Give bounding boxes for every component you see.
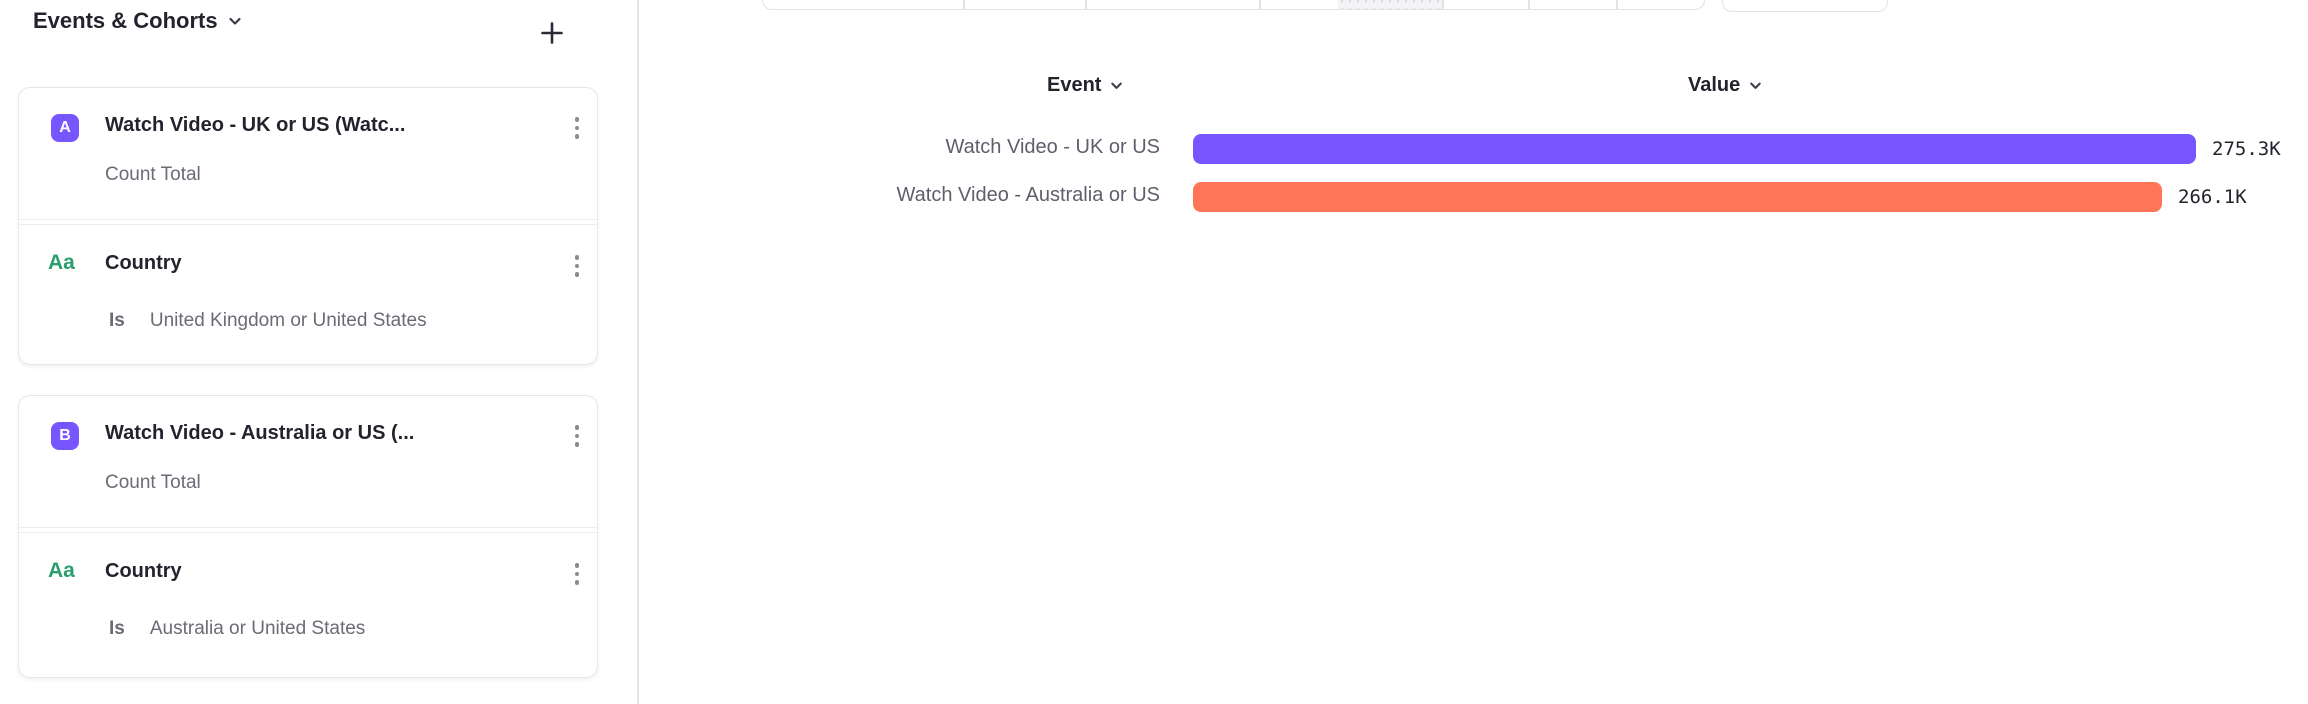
filter-property[interactable]: Country [105, 560, 182, 582]
string-property-icon: Aa [48, 559, 75, 582]
string-property-icon: Aa [48, 251, 75, 274]
filter-operator[interactable]: Is [109, 310, 125, 331]
event-column-header[interactable]: Event [1047, 74, 1124, 97]
filter-value[interactable]: United Kingdom or United States [149, 310, 427, 331]
filter-value[interactable]: Australia or United States [149, 618, 366, 639]
card-divider [19, 527, 597, 533]
event-card-b: B Watch Video - Australia or US (... Cou… [18, 395, 598, 678]
bar-value: 266.1K [2178, 186, 2247, 208]
event-metric[interactable]: Count Total [105, 164, 201, 185]
bar-row-label: Watch Video - Australia or US [896, 184, 1160, 206]
chevron-down-icon [227, 13, 243, 29]
bar-row: 266.1K [1193, 182, 2247, 212]
card-divider [19, 219, 597, 225]
event-badge-a: A [51, 114, 79, 142]
plus-icon [541, 22, 563, 44]
panel-divider [637, 0, 639, 704]
event-title[interactable]: Watch Video - UK or US (Watc... [105, 114, 406, 136]
events-cohorts-dropdown[interactable]: Events & Cohorts [33, 8, 243, 34]
bar-row-label: Watch Video - UK or US [945, 136, 1160, 158]
chevron-down-icon [1748, 78, 1763, 93]
bar-value: 275.3K [2212, 138, 2281, 160]
value-column-header[interactable]: Value [1688, 74, 1763, 97]
filter-condition: Is Australia or United States [109, 618, 365, 640]
event-card-a: A Watch Video - UK or US (Watc... Count … [18, 87, 598, 365]
event-title[interactable]: Watch Video - Australia or US (... [105, 422, 415, 444]
filter-condition: Is United Kingdom or United States [109, 310, 427, 332]
toolbar-side-button[interactable] [1722, 0, 1888, 12]
selected-segment[interactable] [1338, 0, 1442, 9]
event-menu-button[interactable] [564, 421, 590, 451]
chevron-down-icon [1109, 78, 1124, 93]
bar-segment-a[interactable] [1193, 134, 2196, 164]
event-badge-b: B [51, 422, 79, 450]
bar-segment-b[interactable] [1193, 182, 2162, 212]
filter-operator[interactable]: Is [109, 618, 125, 639]
events-cohorts-panel: Events & Cohorts A Watch Video - UK or U… [0, 0, 637, 704]
chart-type-toolbar[interactable] [762, 0, 1705, 10]
panel-title: Events & Cohorts [33, 8, 218, 33]
filter-menu-button[interactable] [564, 251, 590, 281]
filter-property[interactable]: Country [105, 252, 182, 274]
filter-menu-button[interactable] [564, 559, 590, 589]
event-metric[interactable]: Count Total [105, 472, 201, 493]
bar-row: 275.3K [1193, 134, 2281, 164]
add-event-button[interactable] [536, 17, 568, 49]
event-menu-button[interactable] [564, 113, 590, 143]
